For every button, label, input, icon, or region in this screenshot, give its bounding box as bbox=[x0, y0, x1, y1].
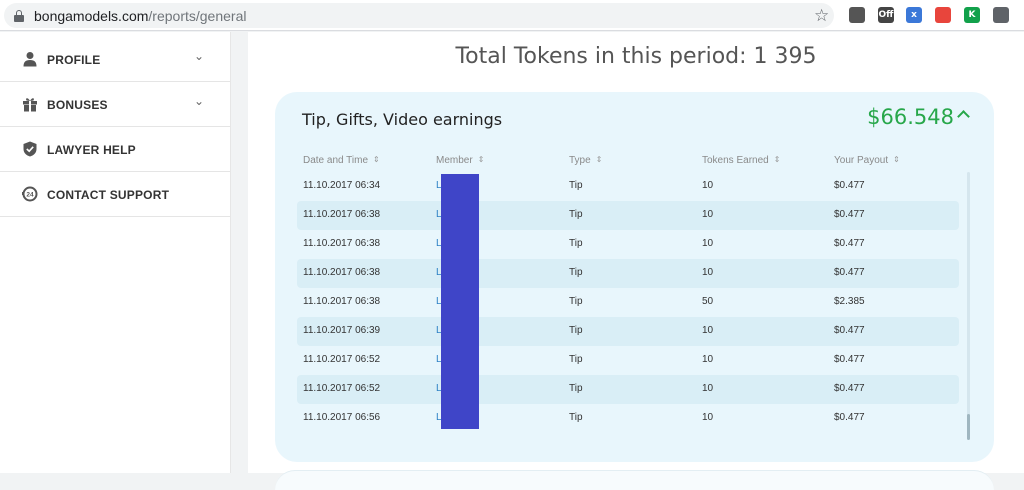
scrollbar-track[interactable] bbox=[967, 172, 970, 438]
star-outline-icon[interactable]: ☆ bbox=[814, 6, 830, 25]
cell-date: 11.10.2017 06:52 bbox=[303, 354, 381, 365]
caret-up-icon[interactable] bbox=[957, 110, 970, 123]
cell-tokens: 10 bbox=[702, 325, 714, 336]
table-row: 11.10.2017 06:38L ckTip10$0.477 bbox=[297, 201, 959, 230]
sort-icon: ⇕ bbox=[477, 155, 485, 164]
adblock-off-ext-icon[interactable]: Off bbox=[878, 7, 894, 23]
sort-icon: ⇕ bbox=[893, 155, 900, 164]
cell-tokens: 10 bbox=[702, 238, 714, 249]
column-header-date[interactable]: Date and Time ⇕ bbox=[303, 155, 380, 166]
chevron-down-icon: ⌄ bbox=[194, 94, 205, 108]
cell-payout: $0.477 bbox=[834, 412, 865, 423]
cell-type: Tip bbox=[569, 238, 583, 249]
svg-text:24: 24 bbox=[26, 192, 34, 199]
scrollbar-thumb[interactable] bbox=[967, 414, 970, 440]
cell-date: 11.10.2017 06:38 bbox=[303, 238, 381, 249]
cell-type: Tip bbox=[569, 267, 583, 278]
cell-date: 11.10.2017 06:56 bbox=[303, 412, 381, 423]
table-row: 11.10.2017 06:56L ckTip10$0.477 bbox=[297, 404, 959, 433]
address-bar[interactable]: bongamodels.com/reports/general ☆ bbox=[4, 3, 834, 28]
table-row: 11.10.2017 06:52L ckTip10$0.477 bbox=[297, 346, 959, 375]
cell-payout: $0.477 bbox=[834, 180, 865, 191]
sidebar-item-label: CONTACT SUPPORT bbox=[47, 188, 170, 202]
sidebar-item-contact-support[interactable]: 24 CONTACT SUPPORT bbox=[0, 172, 230, 217]
earnings-table-body[interactable]: 11.10.2017 06:34L ckTip10$0.47711.10.201… bbox=[297, 172, 962, 438]
cell-type: Tip bbox=[569, 354, 583, 365]
column-header-tokens[interactable]: Tokens Earned ⇕ bbox=[702, 155, 781, 166]
table-row: 11.10.2017 06:52L ckTip10$0.477 bbox=[297, 375, 959, 404]
card-title: Tip, Gifts, Video earnings bbox=[302, 110, 503, 129]
cell-tokens: 50 bbox=[702, 296, 714, 307]
cell-type: Tip bbox=[569, 296, 583, 307]
column-header-payout[interactable]: Your Payout ⇕ bbox=[834, 155, 900, 166]
cell-tokens: 10 bbox=[702, 412, 714, 423]
cell-date: 11.10.2017 06:39 bbox=[303, 325, 381, 336]
sidebar-item-label: PROFILE bbox=[47, 53, 101, 67]
url-text[interactable]: bongamodels.com/reports/general bbox=[34, 8, 246, 24]
sort-icon: ⇕ bbox=[773, 155, 781, 164]
gift-icon bbox=[23, 98, 37, 112]
support-24-icon: 24 bbox=[22, 186, 38, 202]
next-card-edge bbox=[275, 470, 994, 490]
cell-payout: $0.477 bbox=[834, 354, 865, 365]
reader-ext-icon[interactable] bbox=[849, 7, 865, 23]
lock-icon[interactable] bbox=[14, 10, 24, 22]
sidebar-item-bonuses[interactable]: BONUSES ⌄ bbox=[0, 82, 230, 127]
cell-tokens: 10 bbox=[702, 209, 714, 220]
cell-payout: $2.385 bbox=[834, 296, 865, 307]
table-row: 11.10.2017 06:38L ckTip10$0.477 bbox=[297, 230, 959, 259]
cell-type: Tip bbox=[569, 383, 583, 394]
cell-payout: $0.477 bbox=[834, 267, 865, 278]
cell-type: Tip bbox=[569, 209, 583, 220]
cell-type: Tip bbox=[569, 180, 583, 191]
table-row: 11.10.2017 06:38L ckTip10$0.477 bbox=[297, 259, 959, 288]
cell-date: 11.10.2017 06:34 bbox=[303, 180, 381, 191]
cell-tokens: 10 bbox=[702, 354, 714, 365]
cell-payout: $0.477 bbox=[834, 209, 865, 220]
user-icon bbox=[23, 52, 37, 67]
sort-icon: ⇕ bbox=[595, 155, 603, 164]
translate-ext-icon[interactable]: x bbox=[906, 7, 922, 23]
sidebar-item-lawyer-help[interactable]: LAWYER HELP bbox=[0, 127, 230, 172]
cell-date: 11.10.2017 06:52 bbox=[303, 383, 381, 394]
sidebar-item-profile[interactable]: PROFILE ⌄ bbox=[0, 37, 230, 82]
sidebar-item-label: LAWYER HELP bbox=[47, 143, 136, 157]
cell-date: 11.10.2017 06:38 bbox=[303, 267, 381, 278]
sidebar-item-label: BONUSES bbox=[47, 98, 108, 112]
chevron-down-icon: ⌄ bbox=[194, 49, 205, 63]
earnings-card: Tip, Gifts, Video earnings $66.548 Date … bbox=[275, 92, 994, 462]
url-domain: bongamodels.com bbox=[34, 8, 149, 24]
cell-type: Tip bbox=[569, 325, 583, 336]
cell-payout: $0.477 bbox=[834, 383, 865, 394]
table-row: 11.10.2017 06:38L ckTip50$2.385 bbox=[297, 288, 959, 317]
total-tokens-heading: Total Tokens in this period: 1 395 bbox=[455, 44, 817, 69]
k-ext-icon[interactable]: K bbox=[964, 7, 980, 23]
cell-type: Tip bbox=[569, 412, 583, 423]
earnings-amount: $66.548 bbox=[867, 105, 954, 129]
column-header-type[interactable]: Type ⇕ bbox=[569, 155, 603, 166]
cell-date: 11.10.2017 06:38 bbox=[303, 209, 381, 220]
cell-tokens: 10 bbox=[702, 180, 714, 191]
shield-icon bbox=[23, 141, 37, 157]
column-header-member[interactable]: Member ⇕ bbox=[436, 155, 485, 166]
browser-toolbar: bongamodels.com/reports/general ☆ Off x K bbox=[0, 0, 1024, 31]
cell-payout: $0.477 bbox=[834, 325, 865, 336]
redaction-box bbox=[441, 174, 479, 429]
cell-date: 11.10.2017 06:38 bbox=[303, 296, 381, 307]
cell-payout: $0.477 bbox=[834, 238, 865, 249]
colorful-ext-icon[interactable] bbox=[935, 7, 951, 23]
url-path: /reports/general bbox=[148, 8, 247, 24]
sort-icon: ⇕ bbox=[373, 155, 380, 164]
main-content: Total Tokens in this period: 1 395 Tip, … bbox=[248, 32, 1024, 490]
sidebar: PROFILE ⌄ BONUSES ⌄ LAWYER HELP 24 CONTA… bbox=[0, 32, 231, 473]
shield-ext-icon[interactable] bbox=[993, 7, 1009, 23]
cell-tokens: 10 bbox=[702, 383, 714, 394]
cell-tokens: 10 bbox=[702, 267, 714, 278]
table-row: 11.10.2017 06:39L ckTip10$0.477 bbox=[297, 317, 959, 346]
table-row: 11.10.2017 06:34L ckTip10$0.477 bbox=[297, 172, 959, 201]
